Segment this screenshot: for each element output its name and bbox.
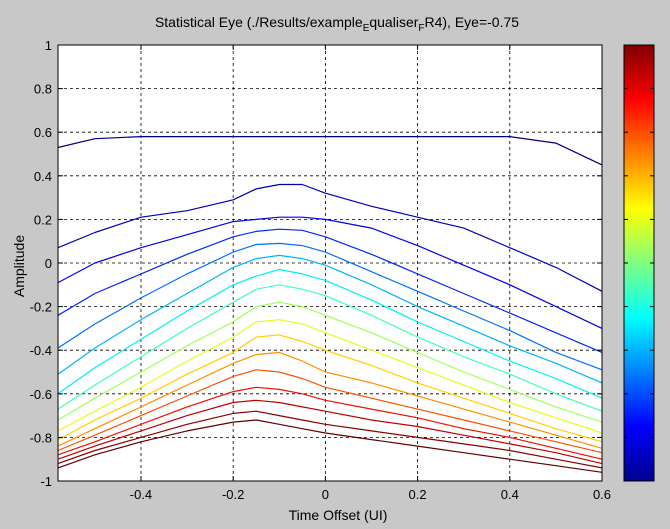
contour-line-1 — [57, 136, 603, 166]
x-tick-label: -0.2 — [222, 487, 244, 502]
y-tick-label: 0 — [45, 256, 52, 271]
axis-ticks: -0.4 -0.2 0 0.2 0.4 0.6 -1 -0.8 -0.6 -0.4 -0.2 0 0.2… — [30, 38, 611, 502]
contour-line-12 — [57, 351, 603, 449]
series-group — [57, 136, 603, 473]
grid-lines — [58, 45, 602, 481]
y-tick-label: 0.6 — [34, 125, 52, 140]
contour-line-8 — [57, 284, 603, 412]
y-tick-label: -0.2 — [30, 300, 52, 315]
x-tick-label: 0.6 — [593, 487, 611, 502]
contour-line-17 — [57, 419, 603, 473]
x-axis-label: Time Offset (UI) — [289, 507, 388, 523]
contour-line-10 — [57, 319, 603, 434]
contour-line-11 — [57, 334, 603, 443]
colorbar — [623, 44, 655, 482]
contour-line-4 — [57, 228, 603, 353]
x-tick-label: 0 — [322, 487, 329, 502]
colorbar-ticks — [624, 88, 654, 438]
y-tick-label: -0.6 — [30, 387, 52, 402]
contour-line-5 — [57, 242, 603, 371]
y-tick-label: 0.4 — [34, 169, 52, 184]
x-tick-label: 0.2 — [409, 487, 427, 502]
contour-line-9 — [57, 301, 603, 423]
y-tick-label: 0.8 — [34, 82, 52, 97]
x-tick-label: -0.4 — [130, 487, 152, 502]
contour-line-16 — [57, 410, 603, 469]
contour-line-13 — [57, 369, 603, 454]
contour-line-7 — [57, 268, 603, 399]
chart-title: Statistical Eye (./Results/exampleEquali… — [155, 14, 519, 34]
contour-line-6 — [57, 254, 603, 384]
contour-line-2 — [57, 183, 603, 292]
contour-line-3 — [57, 216, 603, 329]
y-tick-label: -0.4 — [30, 343, 52, 358]
y-tick-label: -0.8 — [30, 430, 52, 445]
x-tick-label: 0.4 — [501, 487, 519, 502]
y-tick-label: 1 — [45, 38, 52, 53]
contour-line-14 — [57, 386, 603, 460]
y-tick-label: -1 — [40, 474, 52, 489]
y-axis-label: Amplitude — [11, 235, 27, 297]
contour-line-15 — [57, 399, 603, 465]
y-tick-label: 0.2 — [34, 212, 52, 227]
